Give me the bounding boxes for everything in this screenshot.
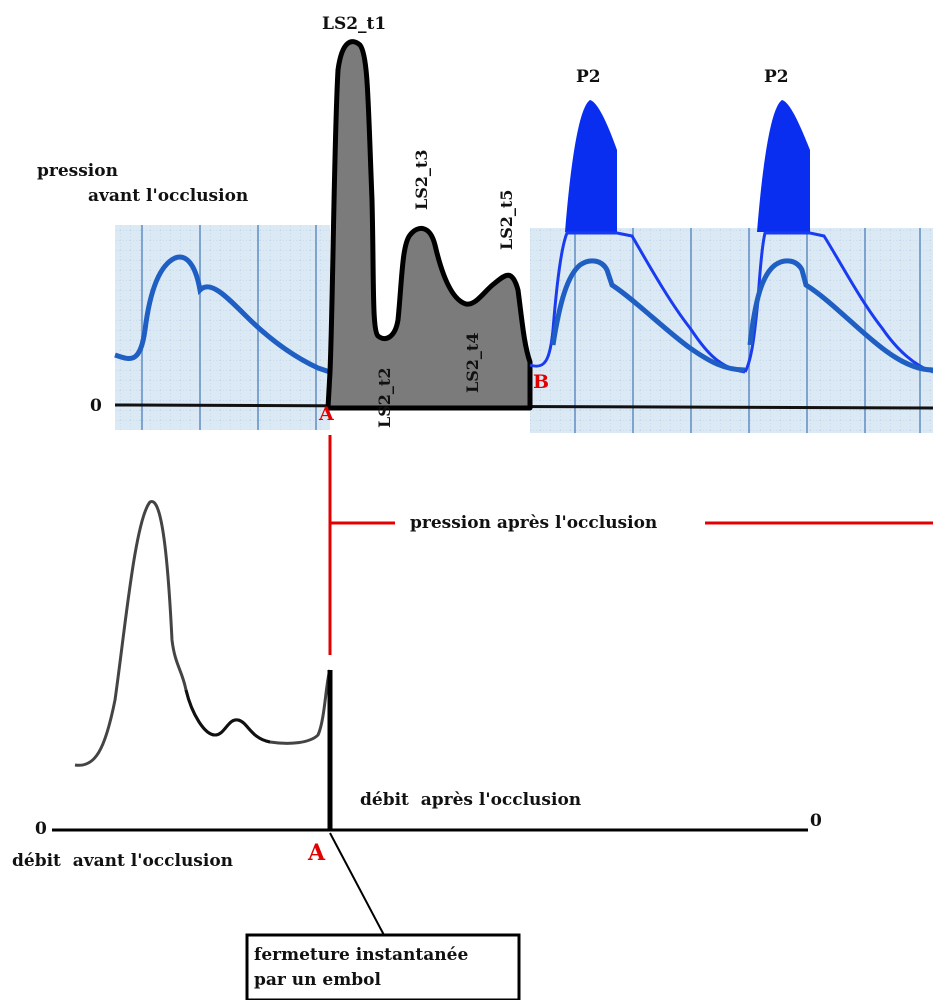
point-a-upper: A xyxy=(318,403,334,425)
flow-zero-right: 0 xyxy=(810,811,822,831)
box-pointer-line xyxy=(329,832,386,938)
pressure-before-label-1: pression xyxy=(37,161,118,181)
flow-after-label: débit après l'occlusion xyxy=(360,790,581,810)
point-b-upper: B xyxy=(533,371,549,393)
peak-label-t4: LS2_t4 xyxy=(463,333,482,393)
pressure-trace-before xyxy=(114,254,331,375)
pulse-2 xyxy=(743,100,933,374)
point-a-lower: A xyxy=(307,840,326,866)
embolus-callout-box xyxy=(245,933,521,1000)
pressure-before-label-2: avant l'occlusion xyxy=(88,186,248,206)
flow-curve-before-dark xyxy=(184,689,271,744)
callout-line-1: fermeture instantanée xyxy=(254,945,468,965)
callout-line-2: par un embol xyxy=(254,970,381,990)
flow-curve-before xyxy=(74,500,332,767)
pulse-1 xyxy=(529,100,746,374)
grid-panel-left xyxy=(115,225,330,430)
occlusion-pressure-curve xyxy=(325,39,533,411)
pulse-label-2: P2 xyxy=(764,67,789,87)
pulse-label-1: P2 xyxy=(576,67,601,87)
peak-label-t2: LS2_t2 xyxy=(375,368,394,428)
flow-zero-left: 0 xyxy=(35,819,47,839)
peak-label-t1: LS2_t1 xyxy=(322,14,386,34)
peak-label-t3: LS2_t3 xyxy=(412,150,431,210)
peak-label-t5: LS2_t5 xyxy=(497,190,516,250)
pressure-after-label: pression après l'occlusion xyxy=(410,513,657,533)
flow-before-label: débit avant l'occlusion xyxy=(12,851,233,871)
pressure-zero-label: 0 xyxy=(90,396,102,416)
